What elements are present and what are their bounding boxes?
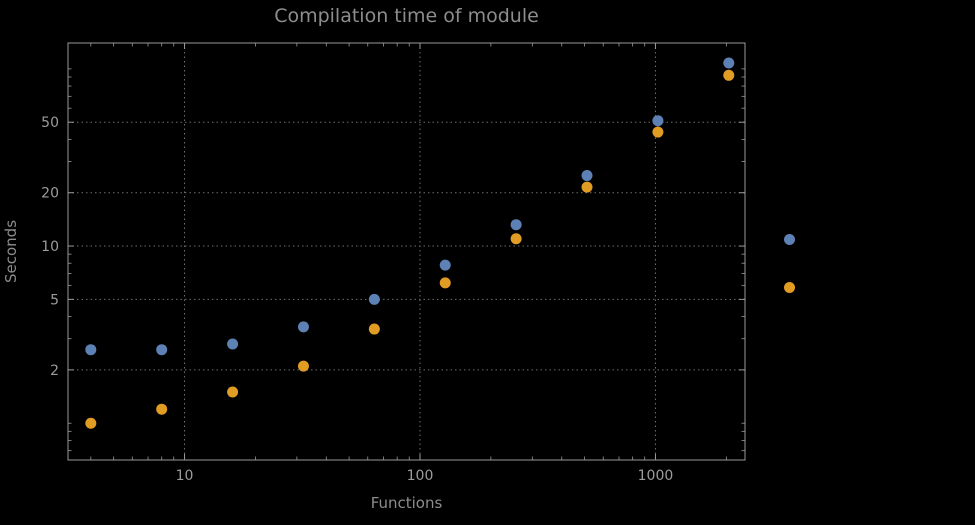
data-point-orange <box>581 181 593 193</box>
y-tick-label: 20 <box>41 186 59 202</box>
x-tick-label: 10 <box>176 468 194 484</box>
data-point-blue <box>510 219 522 231</box>
data-point-orange <box>723 69 735 81</box>
data-point-orange <box>439 277 451 289</box>
chart-title: Compilation time of module <box>274 5 539 27</box>
data-point-orange <box>368 323 380 335</box>
x-axis-label: Functions <box>370 494 443 512</box>
legend <box>784 234 808 298</box>
data-point-blue <box>652 115 664 127</box>
data-point-blue <box>581 170 593 182</box>
y-tick-label: 5 <box>50 292 59 308</box>
data-point-blue <box>156 344 168 356</box>
legend-marker-blue <box>784 234 795 245</box>
plot-frame <box>67 42 746 461</box>
data-point-orange <box>297 360 309 372</box>
data-point-blue <box>227 338 239 350</box>
y-tick-label: 2 <box>50 363 59 379</box>
x-tick-label: 100 <box>407 468 434 484</box>
data-point-orange <box>227 386 239 398</box>
data-point-blue <box>368 293 380 305</box>
data-point-orange <box>156 403 168 415</box>
legend-marker-orange <box>784 282 795 293</box>
x-tick-label: 1000 <box>638 468 674 484</box>
data-point-blue <box>85 344 97 356</box>
y-tick-label: 50 <box>41 115 59 131</box>
data-point-blue <box>297 321 309 333</box>
data-point-orange <box>510 233 522 245</box>
y-tick-label: 10 <box>41 239 59 255</box>
data-point-orange <box>85 417 97 429</box>
data-point-blue <box>723 57 735 69</box>
data-point-orange <box>652 126 664 138</box>
y-axis-label: Seconds <box>2 219 20 284</box>
data-point-blue <box>439 259 451 271</box>
